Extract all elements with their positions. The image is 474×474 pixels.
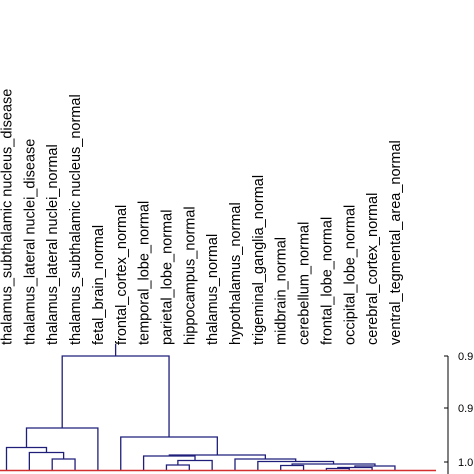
axis-tick-label: 0.9 <box>458 351 473 363</box>
leaf-label-thalamus-subthalamic-nucleus-normal: thalamus_subthalamic nucleus_normal <box>68 94 84 345</box>
leaf-label-hippocampus-normal: hippocampus_normal <box>182 206 198 345</box>
leaf-label-frontal-cortex-normal: frontal_cortex_normal <box>114 205 130 345</box>
height-axis: 0.9 0.9 1.0 <box>444 351 473 474</box>
leaf-label-cerebral-cortex-normal: cerebral_cortex_normal <box>365 193 381 345</box>
dendrogram-branch <box>61 355 170 437</box>
axis-tick-label: 0.9 <box>458 403 473 415</box>
dendrogram-branch <box>5 446 48 470</box>
leaf-label-frontal-lobe-normal: frontal_lobe_normal <box>319 217 335 345</box>
leaf-label-occipital-lobe-normal: occipital_lobe_normal <box>342 205 358 345</box>
dendrogram-branch <box>25 427 99 470</box>
dendrogram-branch <box>165 464 190 470</box>
leaf-label-parietal-lobe-normal: parietal_lobe_normal <box>159 210 175 345</box>
leaf-label-thalamus-lateral-nuclei-normal: thalamus_lateral nuclei_normal <box>45 144 61 345</box>
leaf-label-fetal-brain-normal: fetal_brain_normal <box>91 225 107 345</box>
leaf-label-hypothalamus-normal: hypothalamus_normal <box>228 202 244 345</box>
dendrogram-branch <box>142 455 196 470</box>
leaf-label-thalamus-lateral-nuclei-disease: thalamus_lateral nuclei_disease <box>22 139 38 345</box>
leaf-label-ventral-tegmental-area-normal: ventral_tegmental_area_normal <box>388 140 404 345</box>
dendrogram-tree <box>5 344 396 470</box>
dendrogram-branch <box>234 458 297 470</box>
dendrogram-branch <box>51 458 76 470</box>
leaf-label-temporal-lobe-normal: temporal_lobe_normal <box>137 201 153 345</box>
leaf-label-midbrain-normal: midbrain_normal <box>274 237 290 345</box>
leaf-label-trigeminal-ganglia-normal: trigeminal_ganglia_normal <box>251 175 267 345</box>
dendrogram-branch <box>28 451 65 470</box>
axis-tick-label: 1.0 <box>458 457 473 469</box>
dendrogram-branch <box>280 464 305 470</box>
leaf-label-thalamus-subthalamic-nucleus-disease: thalamus_subthalamic nucleus_disease <box>0 89 16 345</box>
leaf-label-cerebellum-normal: cerebellum_normal <box>297 222 313 345</box>
leaf-label-thalamus-normal: thalamus_normal <box>205 234 221 345</box>
